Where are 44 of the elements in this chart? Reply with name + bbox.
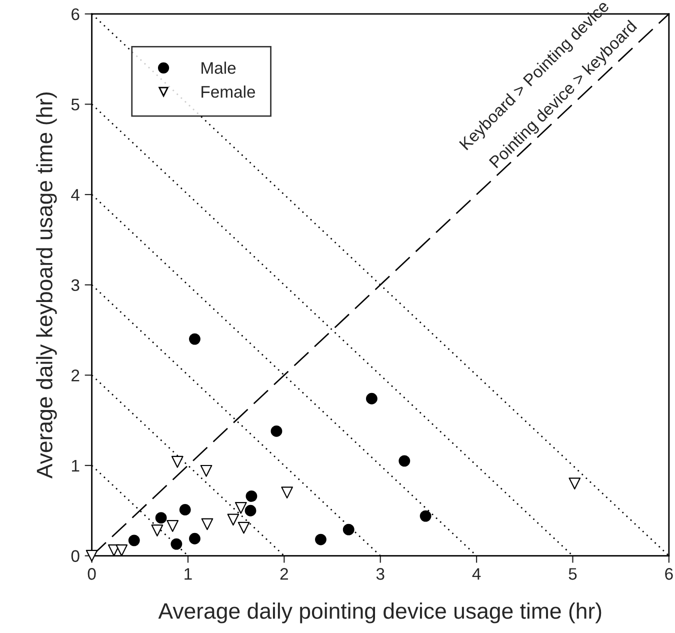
y-tick-label: 5 bbox=[71, 98, 80, 110]
point bbox=[200, 464, 212, 477]
point bbox=[246, 490, 258, 502]
point bbox=[270, 425, 282, 437]
point bbox=[234, 502, 247, 514]
point bbox=[170, 538, 182, 550]
point bbox=[315, 534, 326, 546]
point bbox=[86, 550, 98, 562]
x-tick-label: 0 bbox=[88, 568, 96, 580]
point bbox=[166, 520, 179, 532]
point bbox=[128, 534, 140, 546]
legend-label: Female bbox=[202, 86, 256, 98]
point bbox=[189, 333, 200, 345]
x-tick-label: 4 bbox=[472, 568, 481, 580]
legend-label: Male bbox=[202, 62, 236, 74]
y-tick-label: 6 bbox=[72, 8, 80, 20]
y-tick-label: 1 bbox=[72, 460, 80, 472]
point bbox=[201, 518, 214, 530]
x-tick-label: 2 bbox=[280, 568, 288, 580]
point bbox=[244, 504, 256, 516]
point bbox=[238, 522, 250, 534]
y-tick-label: 4 bbox=[71, 189, 80, 201]
point bbox=[342, 524, 354, 536]
y-tick-label: 0 bbox=[71, 550, 80, 562]
y-tick-label: 3 bbox=[71, 279, 80, 292]
point bbox=[398, 455, 410, 467]
point bbox=[116, 544, 128, 556]
y-axis-title: Average daily keyboard usage time (hr) bbox=[36, 92, 57, 479]
point bbox=[420, 510, 432, 522]
x-tick-label: 6 bbox=[665, 568, 673, 580]
point bbox=[281, 486, 293, 498]
point bbox=[179, 504, 191, 516]
point bbox=[366, 392, 378, 404]
x-axis-title: Average daily pointing device usage time (hr) bbox=[158, 602, 602, 624]
x-tick-label: 3 bbox=[376, 568, 384, 580]
point bbox=[568, 478, 581, 490]
x-tick-label: 1 bbox=[184, 568, 192, 580]
point bbox=[155, 512, 167, 524]
point bbox=[171, 456, 184, 468]
point bbox=[189, 532, 200, 544]
point bbox=[227, 514, 240, 526]
y-tick-label: 2 bbox=[72, 370, 80, 382]
x-tick-label: 5 bbox=[568, 568, 577, 580]
point bbox=[151, 524, 164, 536]
